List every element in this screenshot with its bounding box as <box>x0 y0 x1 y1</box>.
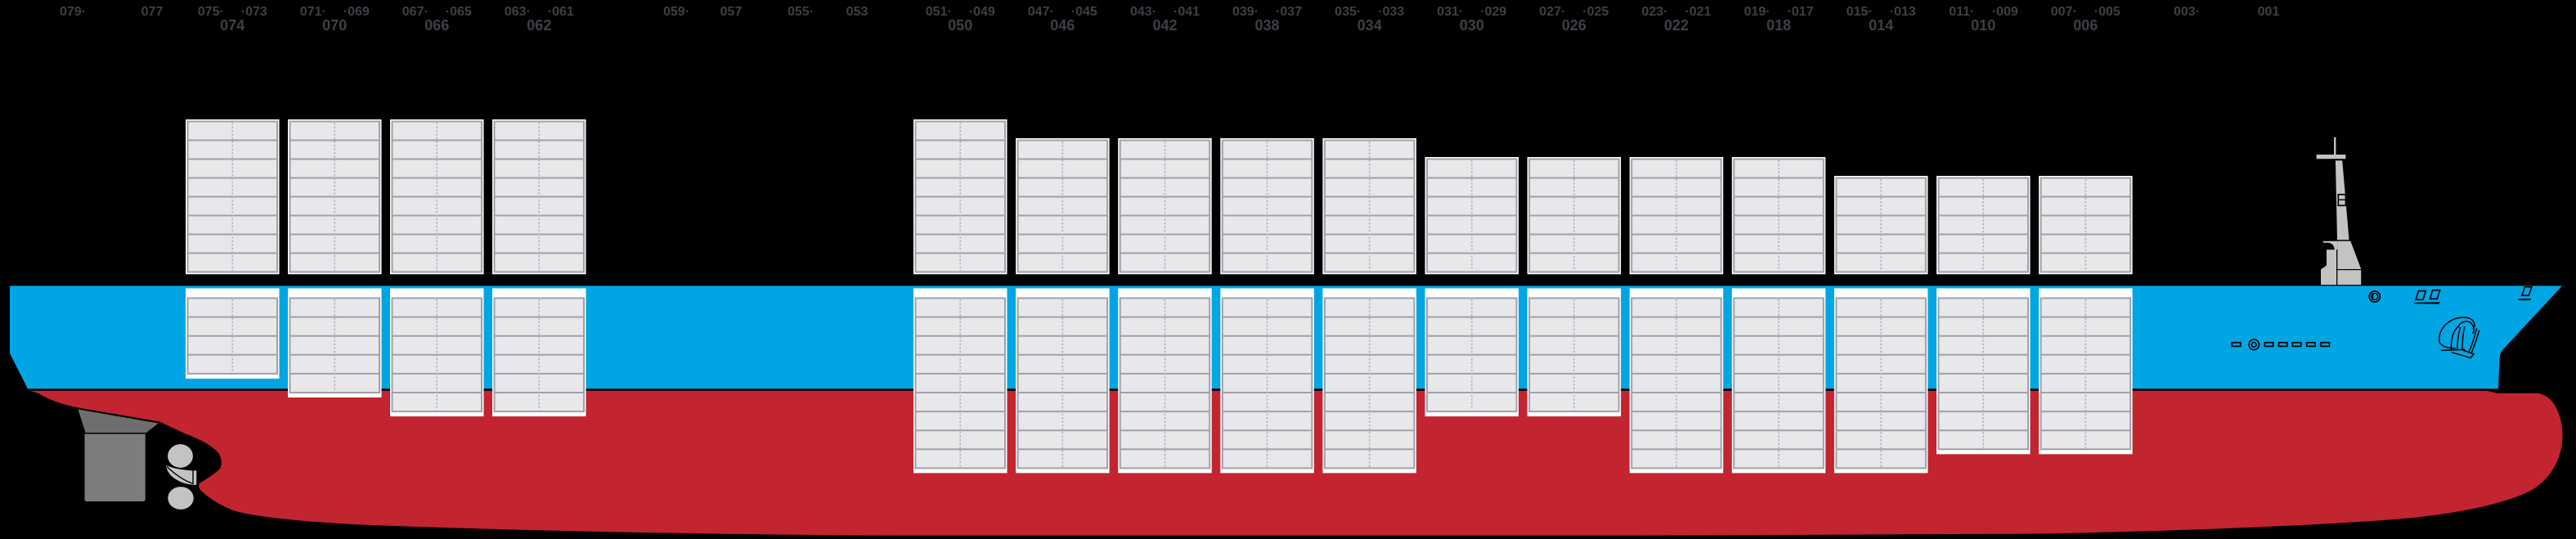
svg-text:006: 006 <box>2073 17 2098 34</box>
svg-text:015·: 015· <box>1847 5 1873 19</box>
svg-text:·005: ·005 <box>2094 5 2120 19</box>
svg-text:046: 046 <box>1050 17 1075 34</box>
svg-text:·029: ·029 <box>1480 5 1506 19</box>
svg-text:·073: ·073 <box>241 5 267 19</box>
svg-text:042: 042 <box>1152 17 1177 34</box>
svg-text:077: 077 <box>141 5 164 19</box>
svg-text:066: 066 <box>424 17 449 34</box>
svg-text:·065: ·065 <box>446 5 472 19</box>
svg-text:034: 034 <box>1358 17 1382 34</box>
svg-text:·033: ·033 <box>1378 5 1404 19</box>
svg-text:051·: 051· <box>926 5 952 19</box>
svg-text:022: 022 <box>1664 17 1689 34</box>
svg-text:059·: 059· <box>663 5 689 19</box>
svg-text:050: 050 <box>948 17 972 34</box>
svg-text:043·: 043· <box>1130 5 1156 19</box>
svg-text:·017: ·017 <box>1788 5 1814 19</box>
svg-text:018: 018 <box>1766 17 1791 34</box>
svg-text:·049: ·049 <box>969 5 995 19</box>
svg-text:·069: ·069 <box>343 5 370 19</box>
svg-text:067·: 067· <box>402 5 429 19</box>
svg-text:007·: 007· <box>2051 5 2077 19</box>
svg-text:·021: ·021 <box>1685 5 1711 19</box>
svg-text:001: 001 <box>2258 5 2280 19</box>
svg-text:038: 038 <box>1254 17 1279 34</box>
svg-text:023·: 023· <box>1641 5 1667 19</box>
svg-text:075·: 075· <box>198 5 224 19</box>
svg-text:047·: 047· <box>1028 5 1054 19</box>
svg-text:011·: 011· <box>1949 5 1974 19</box>
svg-text:010: 010 <box>1971 17 1995 34</box>
svg-text:030: 030 <box>1460 17 1484 34</box>
svg-text:074: 074 <box>220 17 245 34</box>
svg-text:079·: 079· <box>60 5 86 19</box>
svg-text:071·: 071· <box>300 5 326 19</box>
svg-text:·061: ·061 <box>548 5 574 19</box>
svg-text:053: 053 <box>846 5 868 19</box>
svg-text:·041: ·041 <box>1174 5 1200 19</box>
svg-text:014: 014 <box>1869 17 1893 34</box>
svg-text:057: 057 <box>720 5 743 19</box>
svg-text:019·: 019· <box>1744 5 1770 19</box>
svg-text:055·: 055· <box>788 5 814 19</box>
svg-text:035·: 035· <box>1335 5 1361 19</box>
svg-text:027·: 027· <box>1539 5 1565 19</box>
svg-text:·045: ·045 <box>1071 5 1097 19</box>
svg-text:063·: 063· <box>505 5 531 19</box>
svg-text:·025: ·025 <box>1582 5 1609 19</box>
svg-text:070: 070 <box>322 17 347 34</box>
svg-text:031·: 031· <box>1437 5 1463 19</box>
svg-text:026: 026 <box>1562 17 1586 34</box>
svg-text:·037: ·037 <box>1276 5 1302 19</box>
svg-text:062: 062 <box>527 17 551 34</box>
svg-text:·013: ·013 <box>1890 5 1916 19</box>
svg-text:·009: ·009 <box>1992 5 2018 19</box>
svg-text:039·: 039· <box>1232 5 1259 19</box>
svg-text:003·: 003· <box>2174 5 2200 19</box>
